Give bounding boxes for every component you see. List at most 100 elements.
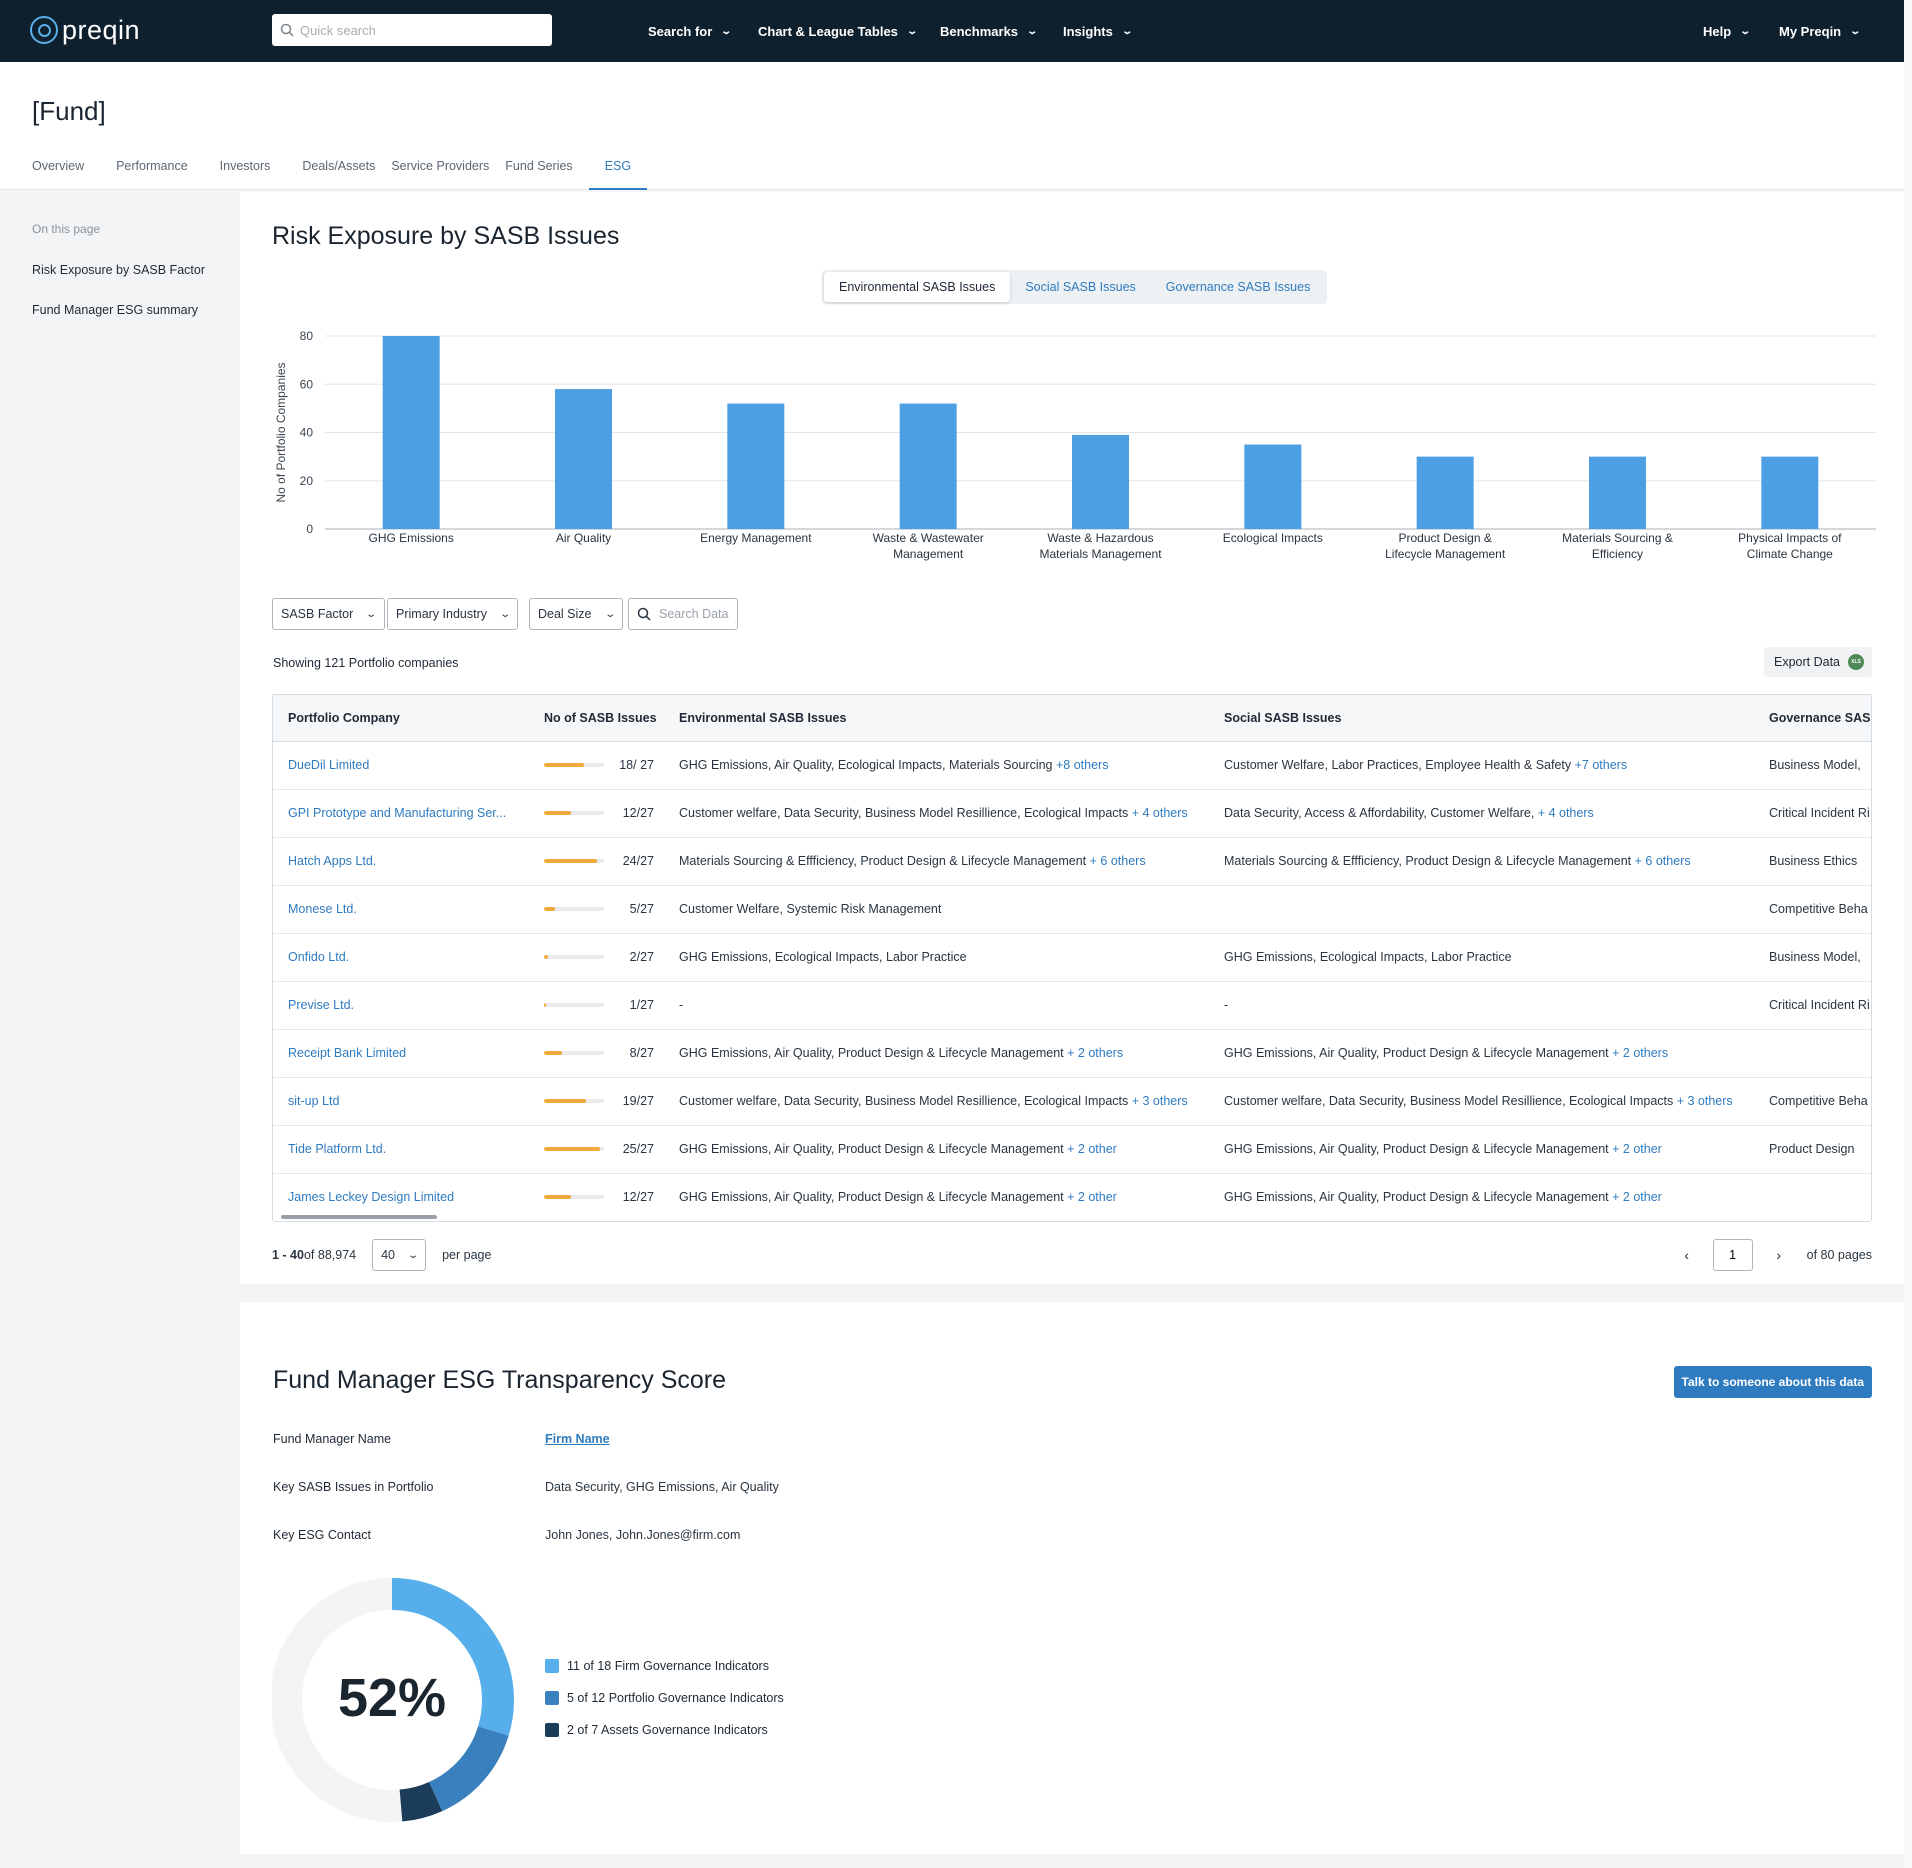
segment-governance[interactable]: Governance SASB Issues — [1165, 280, 1311, 294]
x-tick-label: Ecological Impacts — [1223, 531, 1323, 545]
quick-search-box[interactable] — [272, 14, 552, 46]
governance-issues: Product Design — [1769, 1142, 1855, 1156]
export-data-button[interactable]: Export Data XLS — [1763, 647, 1872, 677]
environmental-issues-cell: - — [664, 981, 1209, 1030]
table-row[interactable]: Hatch Apps Ltd. 24/27 Materials Sourcing &… — [273, 837, 1871, 886]
filter-primary-industry[interactable]: Primary Industry ⌄ — [387, 598, 519, 630]
tab-esg[interactable]: ESG — [588, 147, 648, 190]
segment-social[interactable]: Social SASB Issues — [1025, 280, 1136, 294]
social-more-link[interactable]: + 3 others — [1676, 1094, 1733, 1108]
previous-page-button[interactable]: ‹ — [1673, 1239, 1701, 1271]
portfolio-company-link[interactable]: Hatch Apps Ltd. — [288, 854, 377, 868]
sasb-count: 12/27 — [622, 806, 654, 820]
sasb-count-cell: 25/27 — [544, 1142, 664, 1156]
environmental-more-link[interactable]: + 2 others — [1067, 1046, 1124, 1060]
portfolio-company-link[interactable]: James Leckey Design Limited — [288, 1190, 455, 1205]
environmental-more-link[interactable]: +8 others — [1055, 758, 1109, 772]
column-header-social[interactable]: Social SASB Issues — [1209, 695, 1754, 742]
social-issues: Customer Welfare, Labor Practices, Emplo… — [1224, 758, 1575, 772]
sidebar-link-esg-summary[interactable]: Fund Manager ESG summary — [32, 303, 199, 317]
table-row[interactable]: Tide Platform Ltd. 25/27 GHG Emissions, Ai… — [273, 1125, 1871, 1174]
portfolio-company-link[interactable]: Tide Platform Ltd. — [288, 1142, 387, 1156]
sasb-count: 24/27 — [622, 854, 654, 868]
environmental-more-link[interactable]: + 4 others — [1131, 806, 1188, 820]
portfolio-company-link[interactable]: Monese Ltd. — [288, 902, 357, 916]
nav-insights[interactable]: Insights ⌄ — [1063, 0, 1133, 62]
governance-issues-cell: Business Model, — [1754, 741, 1871, 790]
governance-issues-cell: Business Model, — [1754, 933, 1871, 982]
environmental-more-link[interactable]: + 6 others — [1089, 854, 1146, 868]
table-row[interactable]: DueDil Limited 18/ 27 GHG Emissions, Air Q… — [273, 741, 1871, 790]
tab-performance[interactable]: Performance — [116, 159, 188, 173]
table-row[interactable]: Receipt Bank Limited 8/27 GHG Emissions, A… — [273, 1029, 1871, 1078]
portfolio-table-container[interactable]: Portfolio Company No of SASB Issues Envi… — [272, 694, 1872, 1222]
filter-sasb-factor[interactable]: SASB Factor ⌄ — [272, 598, 385, 630]
nav-search-for[interactable]: Search for ⌄ — [648, 0, 732, 62]
preqin-logo[interactable]: preqin — [30, 13, 140, 47]
column-header-portfolio-company[interactable]: Portfolio Company — [273, 695, 529, 742]
search-data-box[interactable] — [628, 598, 738, 630]
fund-manager-name-link[interactable]: Firm Name — [545, 1432, 610, 1446]
x-tick-label: Management — [893, 547, 964, 561]
environmental-issues: Customer Welfare, Systemic Risk Manageme… — [679, 902, 942, 916]
nav-help[interactable]: Help ⌄ — [1703, 0, 1751, 62]
sasb-count-cell: 5/27 — [544, 902, 664, 916]
column-header-governance[interactable]: Governance SASB — [1754, 695, 1871, 742]
chart-bar — [1761, 456, 1819, 529]
key-sasb-issues-value: Data Security, GHG Emissions, Air Qualit… — [545, 1480, 779, 1494]
portfolio-company-link[interactable]: Onfido Ltd. — [288, 950, 350, 964]
search-data-input[interactable] — [659, 607, 729, 621]
talk-to-someone-button[interactable]: Talk to someone about this data — [1673, 1366, 1872, 1398]
per-page-select[interactable]: 40 ⌄ — [372, 1239, 427, 1271]
portfolio-company-link[interactable]: Receipt Bank Limited — [288, 1046, 407, 1060]
table-row[interactable]: GPI Prototype and Manufacturing Ser... 12… — [273, 789, 1871, 838]
tab-fund-series[interactable]: Fund Series — [505, 159, 573, 173]
social-issues-cell — [1209, 885, 1754, 934]
table-row[interactable]: James Leckey Design Limited 12/27 GHG Emis… — [273, 1173, 1871, 1221]
table-row[interactable]: sit-up Ltd 19/27 Customer welfare, Data Se… — [273, 1077, 1871, 1126]
social-issues: Customer welfare, Data Security, Busines… — [1224, 1094, 1677, 1108]
sidebar-link-risk-exposure[interactable]: Risk Exposure by SASB Factor — [32, 263, 205, 277]
search-icon — [637, 607, 651, 621]
environmental-more-link[interactable]: + 2 other — [1067, 1190, 1117, 1205]
sasb-progress-bar — [544, 1003, 604, 1007]
tab-deals-assets[interactable]: Deals/Assets — [302, 159, 376, 173]
social-more-link[interactable]: + 2 other — [1612, 1142, 1662, 1156]
tab-overview[interactable]: Overview — [32, 159, 85, 173]
horizontal-scrollbar-thumb[interactable] — [281, 1215, 437, 1219]
environmental-more-link[interactable]: + 2 other — [1067, 1142, 1117, 1156]
column-header-sasb-count[interactable]: No of SASB Issues — [529, 695, 664, 742]
tab-investors[interactable]: Investors — [219, 159, 271, 173]
portfolio-company-link[interactable]: DueDil Limited — [288, 758, 370, 772]
chevron-down-icon: ⌄ — [603, 608, 616, 620]
chart-bar — [1589, 456, 1646, 529]
page-scrollbar[interactable] — [1904, 0, 1912, 1868]
social-more-link[interactable]: + 6 others — [1634, 854, 1691, 868]
nav-chart-league-tables[interactable]: Chart & League Tables ⌄ — [758, 0, 918, 62]
portfolio-company-link[interactable]: Previse Ltd. — [288, 998, 355, 1012]
social-more-link[interactable]: + 2 others — [1612, 1046, 1669, 1060]
social-more-link[interactable]: + 4 others — [1537, 806, 1594, 820]
sasb-count: 8/27 — [629, 1046, 654, 1060]
nav-my-preqin[interactable]: My Preqin ⌄ — [1779, 0, 1861, 62]
portfolio-company-link[interactable]: GPI Prototype and Manufacturing Ser... — [288, 806, 507, 820]
social-more-link[interactable]: +7 others — [1574, 758, 1628, 772]
governance-issues: Critical Incident Ri — [1769, 806, 1870, 820]
page-number-input[interactable] — [1712, 1239, 1753, 1271]
sasb-progress-bar — [544, 811, 604, 815]
table-row[interactable]: Onfido Ltd. 2/27 GHG Emissions, Ecological… — [273, 933, 1871, 982]
table-row[interactable]: Monese Ltd. 5/27 Customer Welfare, Systemi… — [273, 885, 1871, 934]
segment-environmental[interactable]: Environmental SASB Issues — [824, 272, 1011, 302]
quick-search-input[interactable] — [300, 22, 530, 38]
nav-benchmarks[interactable]: Benchmarks ⌄ — [940, 0, 1038, 62]
social-issues-cell: GHG Emissions, Ecological Impacts, Labor… — [1209, 933, 1754, 982]
column-header-environmental[interactable]: Environmental SASB Issues — [664, 695, 1209, 742]
social-more-link[interactable]: + 2 other — [1612, 1190, 1662, 1205]
governance-issues-cell — [1754, 1173, 1871, 1221]
tab-service-providers[interactable]: Service Providers — [391, 159, 490, 173]
next-page-button[interactable]: › — [1765, 1239, 1793, 1271]
table-row[interactable]: Previse Ltd. 1/27 - - Critical Incident Ri — [273, 981, 1871, 1030]
environmental-more-link[interactable]: + 3 others — [1131, 1094, 1188, 1108]
portfolio-company-link[interactable]: sit-up Ltd — [288, 1094, 340, 1108]
filter-deal-size[interactable]: Deal Size ⌄ — [529, 598, 623, 630]
